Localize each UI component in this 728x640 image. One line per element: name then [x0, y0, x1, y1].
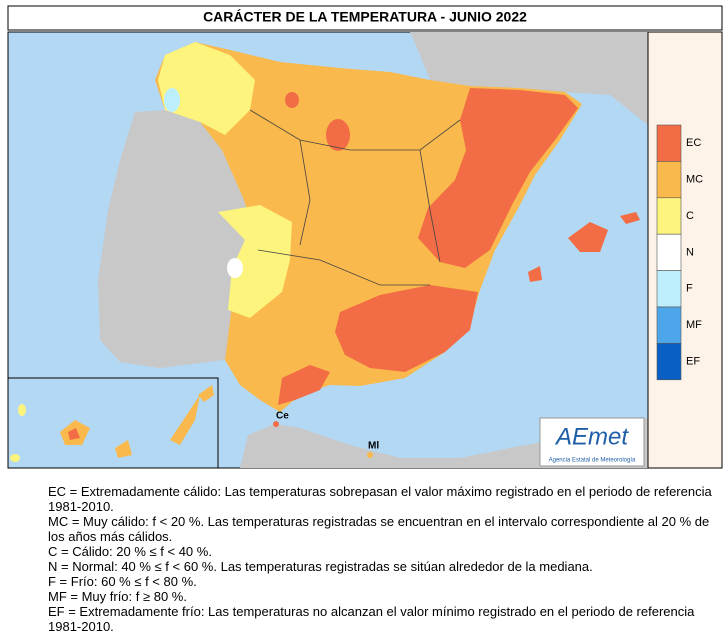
- legend-label: F: [686, 283, 693, 295]
- border: [419, 149, 441, 263]
- place-label: Ce: [276, 411, 289, 422]
- ceuta: [273, 421, 279, 427]
- legend-label: N: [686, 246, 694, 258]
- logo: AEmet: [554, 423, 629, 450]
- title: CARÁCTER DE LA TEMPERATURA - JUNIO 2022: [203, 9, 527, 25]
- portugal: [98, 110, 258, 368]
- legend-swatch: [656, 270, 682, 308]
- ec-patch: [326, 119, 350, 151]
- definitions: EC = Extremadamente cálido: Las temperat…: [48, 484, 720, 634]
- border: [299, 139, 311, 246]
- legend-label: C: [686, 210, 694, 222]
- legend-label: EF: [686, 356, 700, 368]
- legend-label: EC: [686, 137, 701, 149]
- legend-label: MC: [686, 174, 703, 186]
- definition: EF = Extremadamente frío: Las temperatur…: [48, 604, 695, 634]
- ec-northeast: [418, 88, 578, 268]
- definition: F = Frío: 60 % ≤ f < 80 %.: [48, 574, 197, 589]
- c-extremadura: [218, 205, 292, 318]
- ec-southeast: [335, 285, 478, 372]
- border: [249, 109, 461, 151]
- definition: N = Normal: 40 % ≤ f < 60 %. Las tempera…: [48, 559, 593, 574]
- legend-swatch: [656, 306, 682, 344]
- balearic-ibiza: [528, 266, 542, 282]
- france: [410, 32, 648, 125]
- canary-fuerteventura: [170, 395, 200, 445]
- logo-box: [539, 417, 645, 467]
- definition: MC = Muy cálido: f < 20 %. Las temperatu…: [48, 514, 710, 544]
- legend-swatch: [656, 161, 682, 199]
- definition: C = Cálido: 20 % ≤ f < 40 %.: [48, 544, 212, 559]
- n-patch: [227, 258, 243, 278]
- legend-swatch: [656, 197, 682, 235]
- legend: EC MC C N F MF EF: [656, 124, 703, 381]
- canary-grancanaria: [115, 440, 132, 458]
- canary-lapalma: [18, 404, 26, 416]
- ec-patch: [285, 92, 299, 108]
- title-box: [7, 5, 723, 31]
- balearic-menorca: [620, 212, 640, 224]
- definition: EC = Extremadamente cálido: Las temperat…: [48, 484, 712, 514]
- c-galicia: [158, 42, 255, 135]
- place-label: Ml: [368, 441, 379, 452]
- region-borders: [249, 109, 461, 286]
- melilla: [367, 452, 373, 458]
- map-figure: CARÁCTER DE LA TEMPERATURA - JUNIO 2022 …: [7, 5, 723, 469]
- ec-south: [278, 365, 330, 405]
- legend-swatch: [656, 124, 682, 162]
- canary-ec: [68, 428, 80, 440]
- balearic-mallorca: [568, 222, 608, 252]
- border: [257, 249, 430, 286]
- logo-caption: Agencia Estatal de Meteorología: [549, 458, 636, 464]
- legend-label: MF: [686, 319, 702, 331]
- canary-lanzarote: [198, 385, 214, 402]
- f-patch: [164, 88, 180, 112]
- canary-hierro: [10, 454, 20, 462]
- definition: MF = Muy frío: f ≥ 80 %.: [48, 589, 187, 604]
- legend-swatch: [656, 343, 682, 381]
- legend-swatch: [656, 233, 682, 271]
